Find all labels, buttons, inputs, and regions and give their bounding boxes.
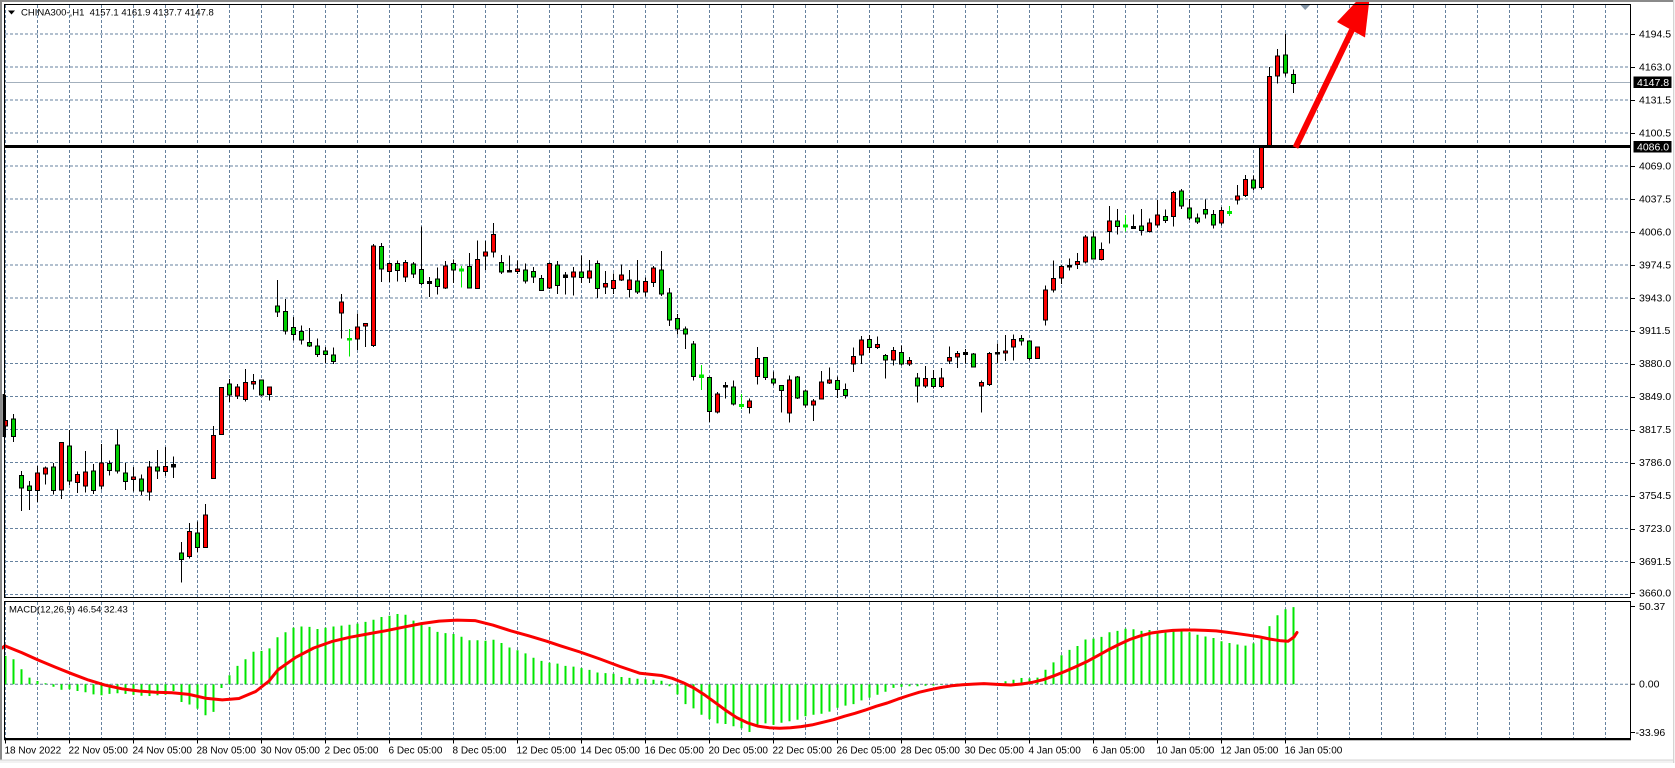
svg-text:3691.5: 3691.5	[1639, 556, 1671, 568]
svg-text:14 Dec 05:00: 14 Dec 05:00	[581, 746, 641, 757]
svg-text:CHINA300-,H1 4157.1 4161.9 41: CHINA300-,H1 4157.1 4161.9 4137.7 4147.8	[21, 8, 214, 19]
svg-text:3754.5: 3754.5	[1639, 490, 1671, 502]
svg-text:0.00: 0.00	[1639, 679, 1660, 691]
svg-text:4069.0: 4069.0	[1639, 160, 1671, 172]
svg-text:28 Nov 05:00: 28 Nov 05:00	[197, 746, 257, 757]
svg-text:12 Dec 05:00: 12 Dec 05:00	[517, 746, 577, 757]
svg-text:16 Dec 05:00: 16 Dec 05:00	[645, 746, 705, 757]
svg-text:MACD(12,26,9) 46.54 32.43: MACD(12,26,9) 46.54 32.43	[9, 605, 128, 616]
svg-text:3817.5: 3817.5	[1639, 424, 1671, 436]
svg-text:4 Jan 05:00: 4 Jan 05:00	[1029, 746, 1082, 757]
svg-text:4006.0: 4006.0	[1639, 226, 1671, 238]
svg-text:8 Dec 05:00: 8 Dec 05:00	[453, 746, 507, 757]
svg-text:26 Dec 05:00: 26 Dec 05:00	[837, 746, 897, 757]
svg-text:24 Nov 05:00: 24 Nov 05:00	[133, 746, 193, 757]
svg-text:18 Nov 2022: 18 Nov 2022	[5, 746, 62, 757]
svg-text:-33.96: -33.96	[1636, 727, 1666, 739]
svg-text:3880.0: 3880.0	[1639, 358, 1671, 370]
svg-text:12 Jan 05:00: 12 Jan 05:00	[1221, 746, 1279, 757]
svg-text:4163.0: 4163.0	[1639, 61, 1671, 73]
svg-text:3723.0: 3723.0	[1639, 523, 1671, 535]
svg-text:50.37: 50.37	[1639, 601, 1665, 613]
svg-text:30 Dec 05:00: 30 Dec 05:00	[965, 746, 1025, 757]
svg-text:4131.5: 4131.5	[1639, 94, 1671, 106]
svg-text:3911.5: 3911.5	[1639, 325, 1670, 337]
svg-text:20 Dec 05:00: 20 Dec 05:00	[709, 746, 769, 757]
svg-text:3660.0: 3660.0	[1639, 588, 1671, 600]
svg-text:6 Jan 05:00: 6 Jan 05:00	[1093, 746, 1146, 757]
svg-text:3943.0: 3943.0	[1639, 292, 1671, 304]
svg-text:3974.5: 3974.5	[1639, 259, 1671, 271]
svg-text:28 Dec 05:00: 28 Dec 05:00	[901, 746, 961, 757]
svg-text:4100.5: 4100.5	[1639, 127, 1671, 139]
svg-text:2 Dec 05:00: 2 Dec 05:00	[325, 746, 379, 757]
svg-text:30 Nov 05:00: 30 Nov 05:00	[261, 746, 321, 757]
svg-text:16 Jan 05:00: 16 Jan 05:00	[1285, 746, 1343, 757]
svg-text:22 Dec 05:00: 22 Dec 05:00	[773, 746, 833, 757]
svg-text:4194.5: 4194.5	[1639, 29, 1671, 41]
svg-text:3849.0: 3849.0	[1639, 391, 1671, 403]
svg-text:4037.5: 4037.5	[1639, 193, 1671, 205]
svg-text:3786.0: 3786.0	[1639, 457, 1671, 469]
svg-text:4086.0: 4086.0	[1637, 142, 1669, 154]
svg-text:6 Dec 05:00: 6 Dec 05:00	[389, 746, 443, 757]
svg-text:4147.8: 4147.8	[1637, 77, 1669, 89]
svg-text:22 Nov 05:00: 22 Nov 05:00	[69, 746, 129, 757]
svg-text:10 Jan 05:00: 10 Jan 05:00	[1157, 746, 1215, 757]
